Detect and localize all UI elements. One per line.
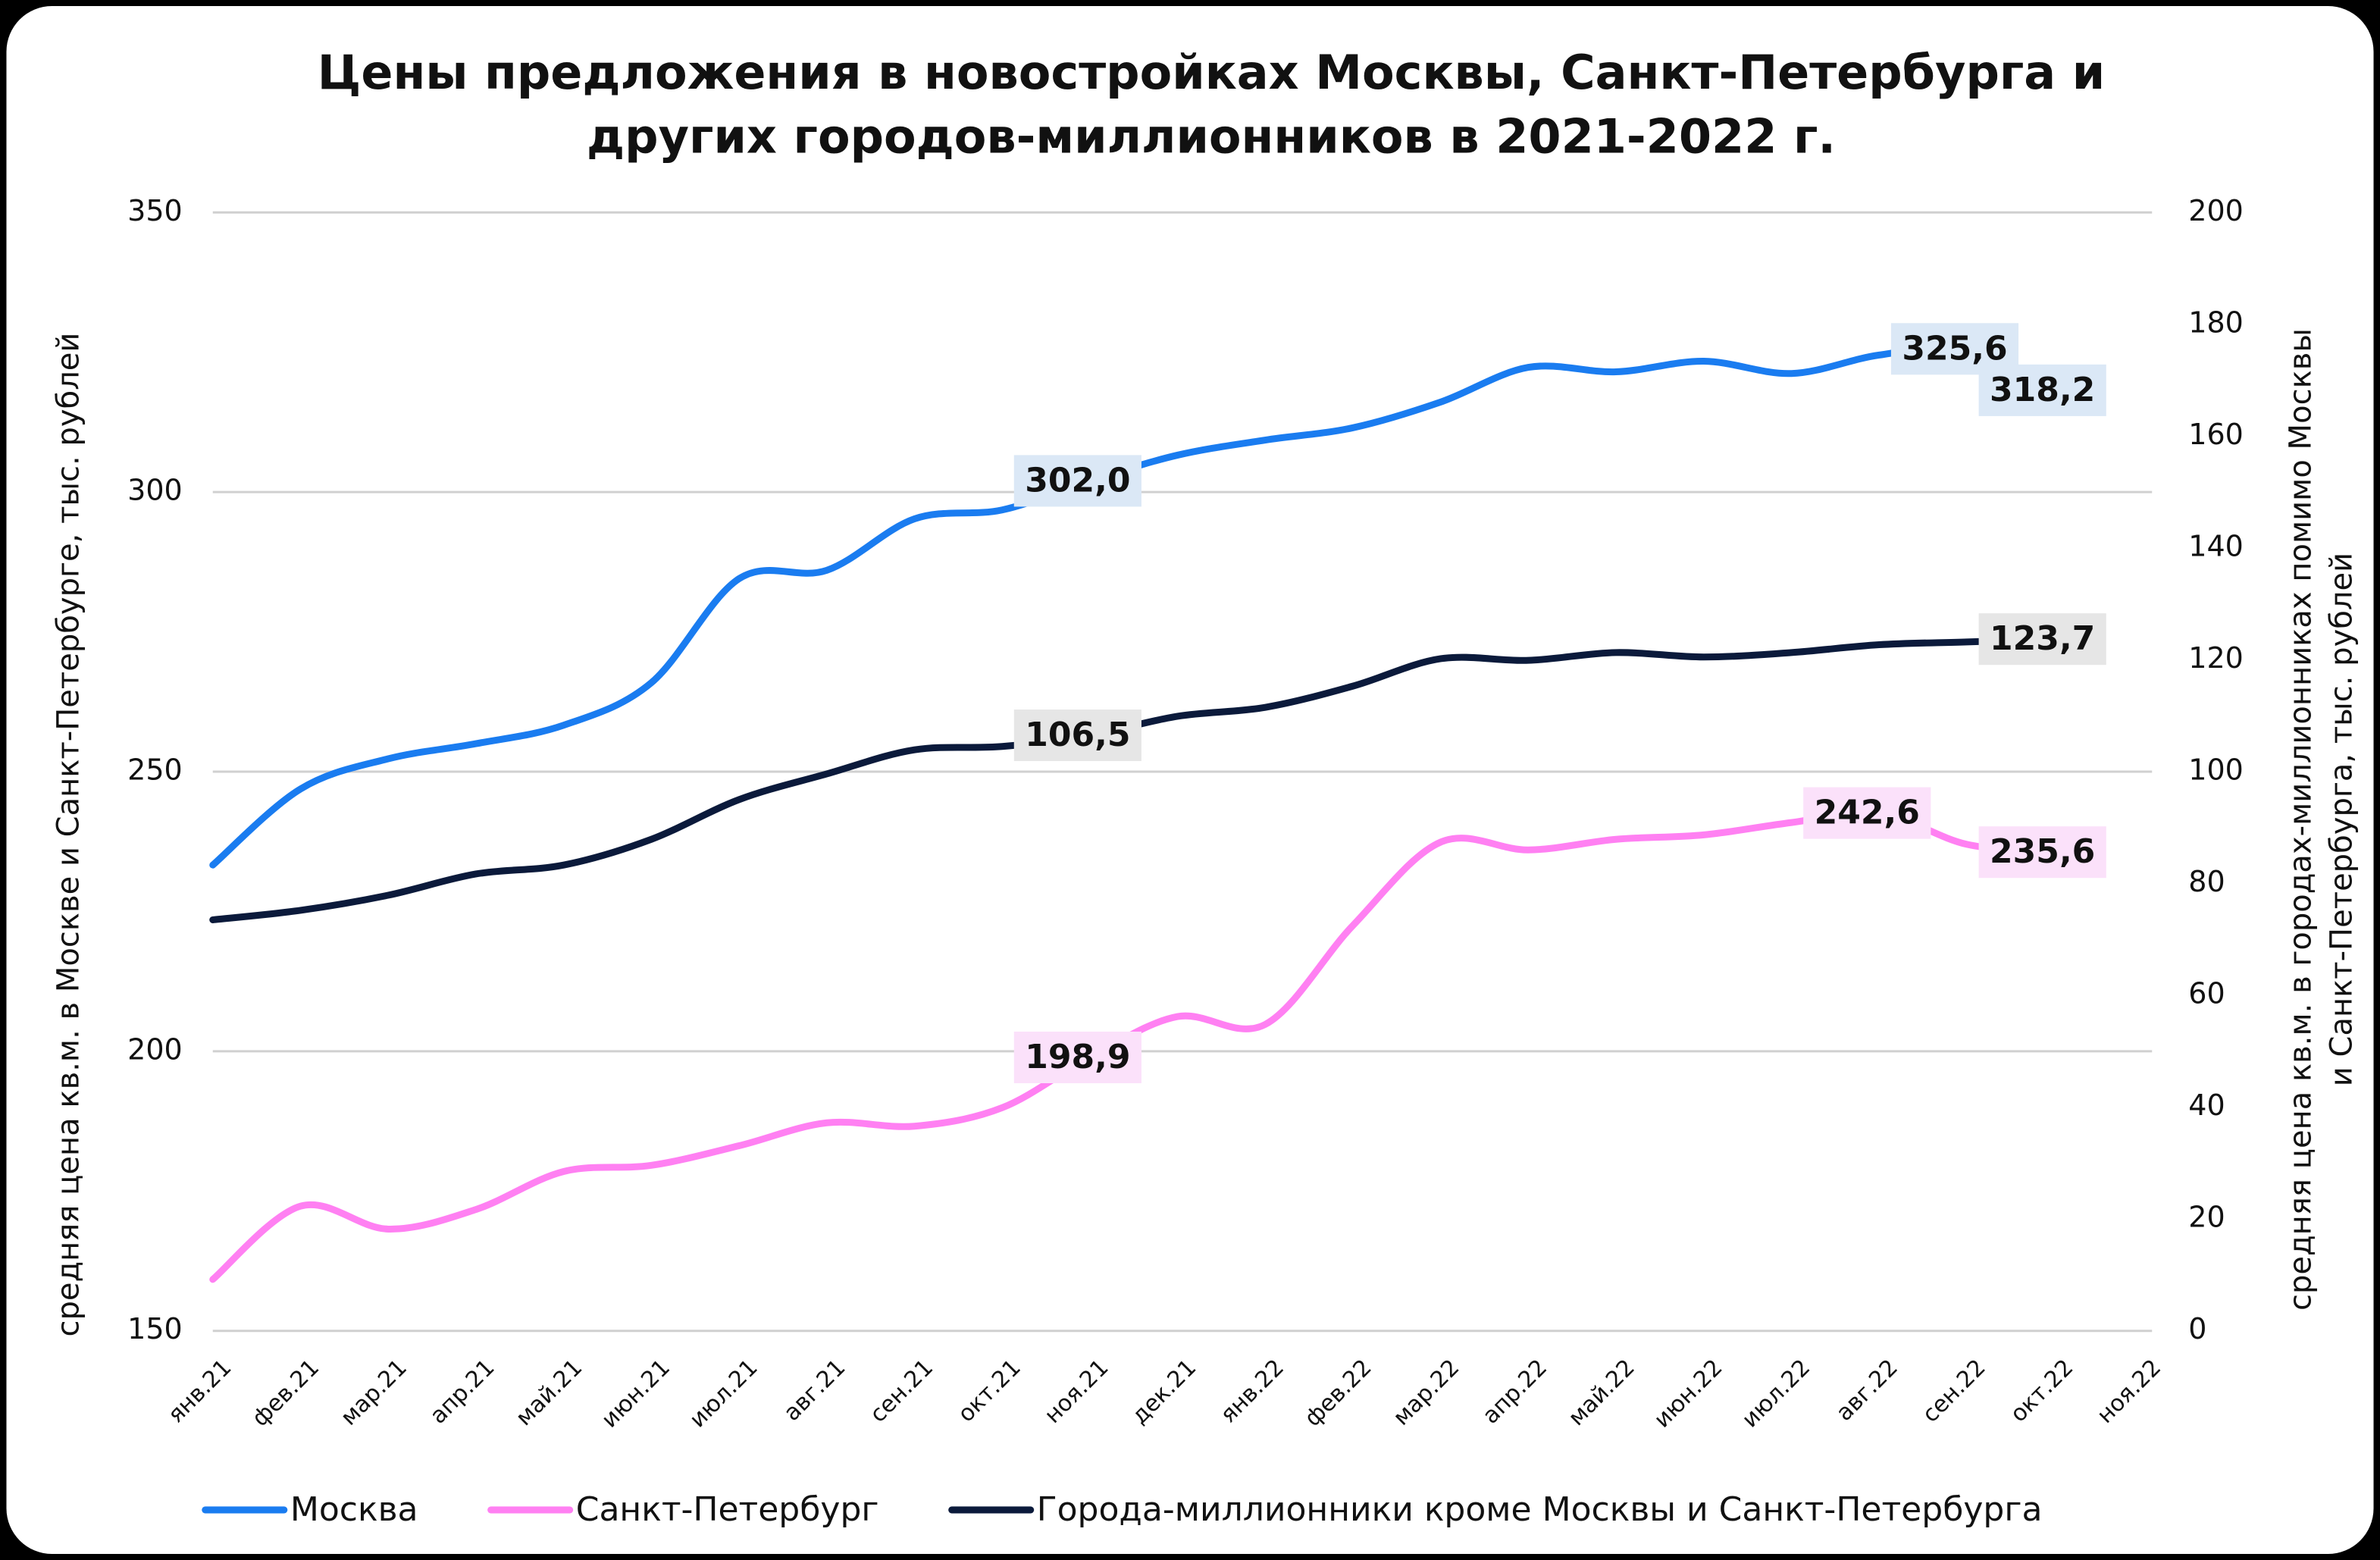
legend-label: Москва	[290, 1490, 418, 1529]
data-label: 198,9	[1025, 1038, 1130, 1076]
data-label: 106,5	[1025, 716, 1130, 754]
y2-tick-label: 160	[2188, 418, 2244, 451]
chart-title: Цены предложения в новостройках Москвы, …	[318, 45, 2105, 100]
y2-tick-label: 40	[2188, 1089, 2225, 1122]
data-label-bg	[1978, 826, 2106, 879]
data-label: 235,6	[1990, 832, 2095, 871]
data-label: 242,6	[1815, 794, 1920, 832]
y-axis-title: средняя цена кв.м. в Москве и Санкт-Пете…	[52, 333, 86, 1337]
y2-tick-label: 140	[2188, 529, 2244, 562]
data-label-bg	[1978, 364, 2106, 416]
series-line	[209, 809, 2059, 1283]
data-label-bg	[1978, 613, 2106, 666]
data-label: 123,7	[1990, 619, 2095, 658]
y-tick-label: 200	[127, 1032, 183, 1066]
y-tick-label: 350	[127, 194, 183, 227]
legend-label: Города-миллионники кроме Москвы и Санкт-…	[1037, 1490, 2043, 1529]
y2-tick-label: 120	[2188, 641, 2244, 675]
y-tick-label: 150	[127, 1312, 183, 1345]
data-label-bg	[1013, 1031, 1141, 1083]
y2-tick-label: 200	[2188, 194, 2244, 227]
y2-tick-label: 60	[2188, 977, 2225, 1010]
y2-tick-label: 80	[2188, 865, 2225, 898]
data-label: 302,0	[1025, 461, 1130, 500]
y2-tick-label: 100	[2188, 753, 2244, 786]
y2-axis-title: и Санкт-Петербурга, тыс. рублей	[2324, 553, 2359, 1086]
y-tick-label: 250	[127, 753, 183, 786]
data-label-bg	[1013, 455, 1141, 507]
y2-tick-label: 0	[2188, 1312, 2206, 1345]
y2-tick-label: 20	[2188, 1201, 2225, 1234]
y2-tick-label: 180	[2188, 305, 2244, 339]
data-label: 325,6	[1902, 329, 2007, 368]
y-tick-label: 300	[127, 474, 183, 507]
data-label: 318,2	[1990, 371, 2095, 409]
legend-label: Санкт-Петербург	[576, 1490, 879, 1529]
data-label-bg	[1013, 710, 1141, 762]
background	[6, 6, 2374, 1554]
y2-axis-title: средняя цена кв.м. в городах-миллионника…	[2283, 328, 2318, 1311]
chart-title: других городов-миллионников в 2021-2022 …	[587, 108, 1836, 164]
data-label-bg	[1803, 787, 1931, 839]
